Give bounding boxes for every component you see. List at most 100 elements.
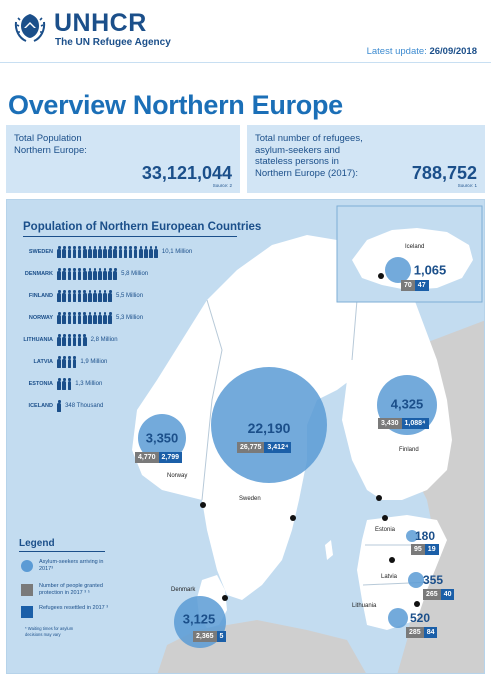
population-country: SWEDEN bbox=[28, 249, 53, 255]
population-value: 10,1 Million bbox=[161, 249, 193, 255]
unhcr-logo-icon bbox=[14, 14, 46, 42]
person-icon bbox=[67, 334, 72, 346]
tags-lithuania: 285 84 bbox=[406, 627, 438, 638]
person-icon bbox=[87, 312, 93, 324]
population-row: LATVIA 1,9 Million bbox=[17, 355, 107, 369]
person-icon bbox=[77, 268, 82, 280]
person-icon bbox=[143, 246, 149, 258]
resettled-iceland: 47 bbox=[414, 280, 429, 291]
person-icon bbox=[82, 268, 87, 280]
protection-iceland: 70 bbox=[401, 280, 415, 291]
population-row: FINLAND 5,5 Million bbox=[17, 289, 143, 303]
legend: Legend Asylum-seekers arriving in 2017³ … bbox=[19, 538, 108, 637]
person-icon bbox=[118, 246, 123, 258]
latest-update-date: 26/09/2018 bbox=[429, 46, 477, 57]
person-icon bbox=[98, 246, 103, 258]
protection-sweden: 26,775 bbox=[237, 442, 265, 453]
person-icon bbox=[57, 290, 62, 302]
person-icon bbox=[72, 268, 77, 280]
header: UNHCR The UN Refugee Agency Latest updat… bbox=[0, 0, 491, 70]
tags-norway: 4,770 2,799 bbox=[135, 452, 183, 463]
reykjavik-dot bbox=[378, 273, 384, 279]
person-icon bbox=[57, 378, 62, 390]
person-icon bbox=[82, 246, 87, 258]
population-icons bbox=[57, 399, 62, 413]
person-icon bbox=[67, 290, 72, 302]
resettled-estonia: 19 bbox=[424, 544, 439, 555]
label-latvia: Latvia bbox=[381, 574, 398, 580]
resettled-lithuania: 84 bbox=[423, 627, 438, 638]
person-icon bbox=[62, 356, 67, 368]
person-icon bbox=[87, 246, 93, 258]
population-icons bbox=[57, 311, 113, 325]
total-population-value: 33,121,044 bbox=[141, 163, 232, 183]
person-icon bbox=[103, 268, 108, 280]
label-lithuania: Lithuania bbox=[352, 603, 377, 609]
population-value: 1,9 Million bbox=[80, 359, 108, 365]
asylum-iceland: 1,065 bbox=[413, 262, 447, 278]
asylum-lithuania: 520 bbox=[409, 611, 431, 625]
person-icon bbox=[62, 246, 67, 258]
person-icon bbox=[72, 312, 77, 324]
population-value: 2,8 Million bbox=[90, 337, 118, 343]
population-value: 5,8 Million bbox=[121, 271, 149, 277]
person-icon bbox=[77, 334, 82, 346]
person-icon bbox=[82, 334, 87, 346]
person-icon bbox=[72, 246, 77, 258]
population-country: NORWAY bbox=[28, 315, 53, 321]
person-icon bbox=[149, 246, 154, 258]
population-icons bbox=[57, 333, 88, 347]
person-icon bbox=[108, 246, 113, 258]
legend-divider bbox=[19, 551, 105, 552]
asylum-latvia: 355 bbox=[422, 573, 444, 587]
person-icon bbox=[57, 400, 62, 412]
person-icon bbox=[154, 246, 159, 258]
protection-latvia: 265 bbox=[423, 589, 441, 600]
total-refugees-label: Total number of refugees, asylum-seekers… bbox=[255, 133, 363, 179]
person-icon bbox=[72, 356, 77, 368]
population-row: ICELAND 348 Thousand bbox=[17, 399, 103, 413]
tags-estonia: 95 19 bbox=[411, 544, 439, 555]
resettled-latvia: 40 bbox=[440, 589, 455, 600]
page-title: Overview Northern Europe bbox=[8, 90, 343, 120]
person-icon bbox=[98, 268, 103, 280]
asylum-finland: 4,325 bbox=[390, 396, 424, 412]
person-icon bbox=[67, 312, 72, 324]
person-icon bbox=[77, 290, 82, 302]
label-finland: Finland bbox=[399, 447, 419, 453]
protection-norway: 4,770 bbox=[135, 452, 159, 463]
helsinki-dot bbox=[376, 495, 382, 501]
total-refugees-box: Total number of refugees, asylum-seekers… bbox=[247, 125, 485, 193]
person-icon bbox=[57, 356, 62, 368]
legend-protection-text: Number of people granted protection in 2… bbox=[39, 583, 103, 596]
person-icon bbox=[82, 312, 87, 324]
person-icon bbox=[57, 334, 62, 346]
person-icon bbox=[87, 290, 93, 302]
legend-item-protection: Number of people granted protection in 2… bbox=[19, 582, 109, 602]
population-value: 5,3 Million bbox=[116, 315, 144, 321]
population-country: LATVIA bbox=[33, 359, 53, 365]
population-icons bbox=[57, 267, 118, 281]
label-estonia: Estonia bbox=[375, 527, 396, 533]
person-icon bbox=[93, 268, 98, 280]
bubble-estonia bbox=[406, 530, 418, 542]
person-icon bbox=[62, 268, 67, 280]
population-icons bbox=[57, 355, 77, 369]
asylum-denmark: 3,125 bbox=[182, 611, 216, 627]
norway-sweden-border bbox=[201, 299, 223, 501]
person-icon bbox=[103, 246, 108, 258]
tags-sweden: 26,775 3,412⁴ bbox=[237, 442, 292, 453]
label-iceland: Iceland bbox=[405, 244, 425, 250]
person-icon bbox=[62, 378, 67, 390]
logo-text: UNHCR bbox=[54, 9, 147, 37]
person-icon bbox=[93, 246, 98, 258]
resettled-finland: 1,088⁴ bbox=[401, 418, 429, 429]
person-icon bbox=[62, 290, 67, 302]
person-icon bbox=[108, 312, 113, 324]
person-icon bbox=[123, 246, 128, 258]
person-icon bbox=[87, 268, 93, 280]
population-country: ICELAND bbox=[28, 403, 53, 409]
person-icon bbox=[93, 312, 98, 324]
person-icon bbox=[138, 246, 144, 258]
riga-dot bbox=[389, 557, 395, 563]
